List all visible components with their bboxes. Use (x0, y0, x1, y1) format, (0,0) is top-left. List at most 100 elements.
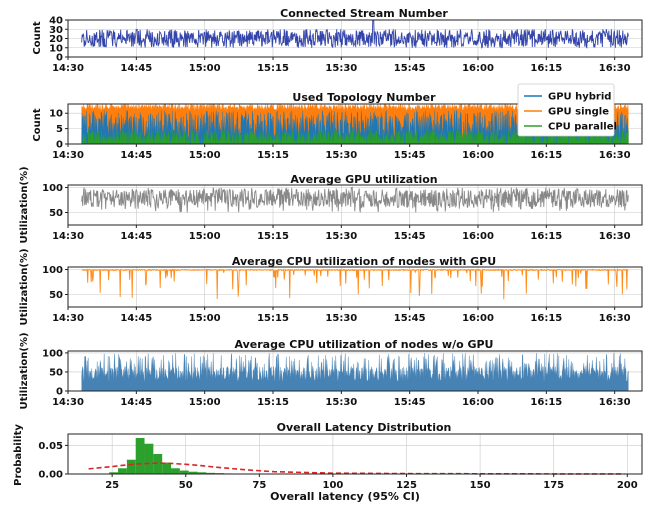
histogram-bar (118, 468, 127, 474)
panel-3-x-ticks: 14:30 14:45 15:00 15:15 15:30 15:45 16:00 16:15… (52, 225, 631, 242)
y-tick-label: 0 (56, 140, 63, 151)
panel-1-x-ticks: 14:30 14:45 15:00 15:15 15:30 15:45 16:00 16:15… (52, 57, 631, 74)
x-tick-label: 16:00 (462, 397, 494, 408)
x-tick-label: 15:45 (394, 313, 426, 324)
panel-5-x-ticks: 14:30 14:45 15:00 15:15 15:30 15:45 16:00 16:15… (52, 391, 631, 408)
x-tick-label: 14:45 (120, 150, 152, 161)
panel-4-x-ticks: 14:30 14:45 15:00 15:15 15:30 15:45 16:00 16:15… (52, 307, 631, 324)
x-tick-label: 15:15 (257, 313, 289, 324)
x-tick-label: 15:00 (189, 313, 221, 324)
histogram-bar (197, 472, 207, 474)
x-tick-label: 14:45 (120, 313, 152, 324)
panel-1-series (81, 19, 629, 49)
y-tick-label: 40 (49, 16, 63, 27)
panel-2-frame (67, 103, 643, 145)
histogram-bar (188, 471, 198, 474)
x-tick-label: 15:30 (325, 63, 357, 74)
x-tick-label: 14:30 (52, 397, 84, 408)
x-tick-label: 16:30 (599, 150, 631, 161)
y-tick-label: 30 (49, 25, 63, 36)
y-tick-label: 0.05 (38, 441, 63, 452)
legend-label: GPU hybrid (548, 92, 611, 103)
series-area (81, 352, 629, 392)
x-tick-label: 16:30 (599, 397, 631, 408)
panel-cpu-utilization-without-gpu: Average CPU utilization of nodes w/o GPU… (19, 332, 643, 410)
panel-3-series (81, 186, 629, 213)
x-tick-label: 15:30 (325, 397, 357, 408)
x-tick-label: 150 (470, 480, 491, 491)
panel-5-frame (67, 350, 643, 392)
y-tick-label: 100 (42, 348, 63, 359)
y-tick-label: 0 (56, 53, 63, 64)
panel-5-title: Average CPU utilization of nodes w/o GPU (235, 338, 494, 351)
panel-3-title: Average GPU utilization (290, 173, 437, 186)
panel-6-title: Overall Latency Distribution (277, 421, 452, 434)
panel-overall-latency-distribution: Overall Latency Distribution Probability… (13, 421, 643, 503)
panel-5-y-ticks: 0 50 100 (42, 348, 68, 398)
legend-label: CPU parallel (548, 122, 617, 133)
x-tick-label: 15:45 (394, 63, 426, 74)
panel-4-frame (67, 266, 643, 308)
x-tick-label: 16:00 (462, 313, 494, 324)
x-tick-label: 15:00 (189, 231, 221, 242)
panel-2-y-ticks: 0 5 10 (49, 109, 68, 151)
x-tick-label: 15:00 (189, 150, 221, 161)
x-tick-label: 15:45 (394, 397, 426, 408)
x-tick-label: 15:15 (257, 63, 289, 74)
legend: GPU hybrid GPU single CPU parallel (517, 83, 617, 137)
histogram-bar (179, 470, 189, 474)
series-line (81, 267, 629, 300)
x-tick-label: 14:30 (52, 313, 84, 324)
panel-1-title: Connected Stream Number (280, 7, 448, 20)
x-tick-label: 15:30 (325, 313, 357, 324)
x-tick-label: 125 (396, 480, 417, 491)
x-tick-label: 16:30 (599, 231, 631, 242)
x-tick-label: 15:15 (257, 397, 289, 408)
x-tick-label: 16:15 (530, 63, 562, 74)
histogram-bar (126, 459, 136, 474)
histogram-bar (153, 454, 163, 474)
panel-cpu-utilization-with-gpu: Average CPU utilization of nodes with GP… (19, 248, 643, 326)
panel-2-series (81, 103, 629, 145)
x-tick-label: 16:30 (599, 313, 631, 324)
y-tick-label: 50 (49, 367, 63, 378)
panel-3-y-ticks: 50 100 (42, 183, 68, 219)
panel-4-series (81, 267, 629, 300)
y-tick-label: 0 (56, 387, 63, 398)
x-tick-label: 16:00 (462, 150, 494, 161)
panel-connected-stream-number: Connected Stream Number Count 010203040 … (32, 7, 643, 74)
x-tick-label: 14:30 (52, 150, 84, 161)
histogram-bar (162, 462, 172, 474)
panel-1-ylabel: Count (32, 21, 43, 54)
x-tick-label: 15:30 (325, 231, 357, 242)
x-tick-label: 200 (617, 480, 638, 491)
panel-4-ylabel: Utilization(%) (19, 248, 30, 325)
panel-2-x-ticks: 14:30 14:45 15:00 15:15 15:30 15:45 16:00 16:15… (52, 144, 631, 161)
y-tick-label: 50 (49, 290, 63, 301)
x-tick-label: 14:30 (52, 231, 84, 242)
y-tick-label: 20 (49, 34, 63, 45)
series-line (81, 19, 629, 49)
x-tick-label: 15:45 (394, 150, 426, 161)
y-tick-label: 100 (42, 183, 63, 194)
panel-5-series (81, 352, 629, 392)
x-tick-label: 16:00 (462, 231, 494, 242)
x-tick-label: 15:15 (257, 231, 289, 242)
y-tick-label: 5 (56, 124, 63, 135)
legend-box (517, 83, 615, 137)
x-tick-label: 50 (179, 480, 193, 491)
x-tick-label: 15:45 (394, 231, 426, 242)
panel-6-histogram (109, 438, 251, 474)
panel-4-y-ticks: 50 100 (42, 265, 68, 301)
x-tick-label: 14:45 (120, 63, 152, 74)
x-tick-label: 100 (322, 480, 343, 491)
y-tick-label: 100 (42, 265, 63, 276)
x-tick-label: 16:00 (462, 63, 494, 74)
x-tick-label: 14:45 (120, 231, 152, 242)
series-line (81, 186, 629, 213)
histogram-bar (206, 472, 216, 474)
x-tick-label: 15:15 (257, 150, 289, 161)
x-tick-label: 16:15 (530, 313, 562, 324)
